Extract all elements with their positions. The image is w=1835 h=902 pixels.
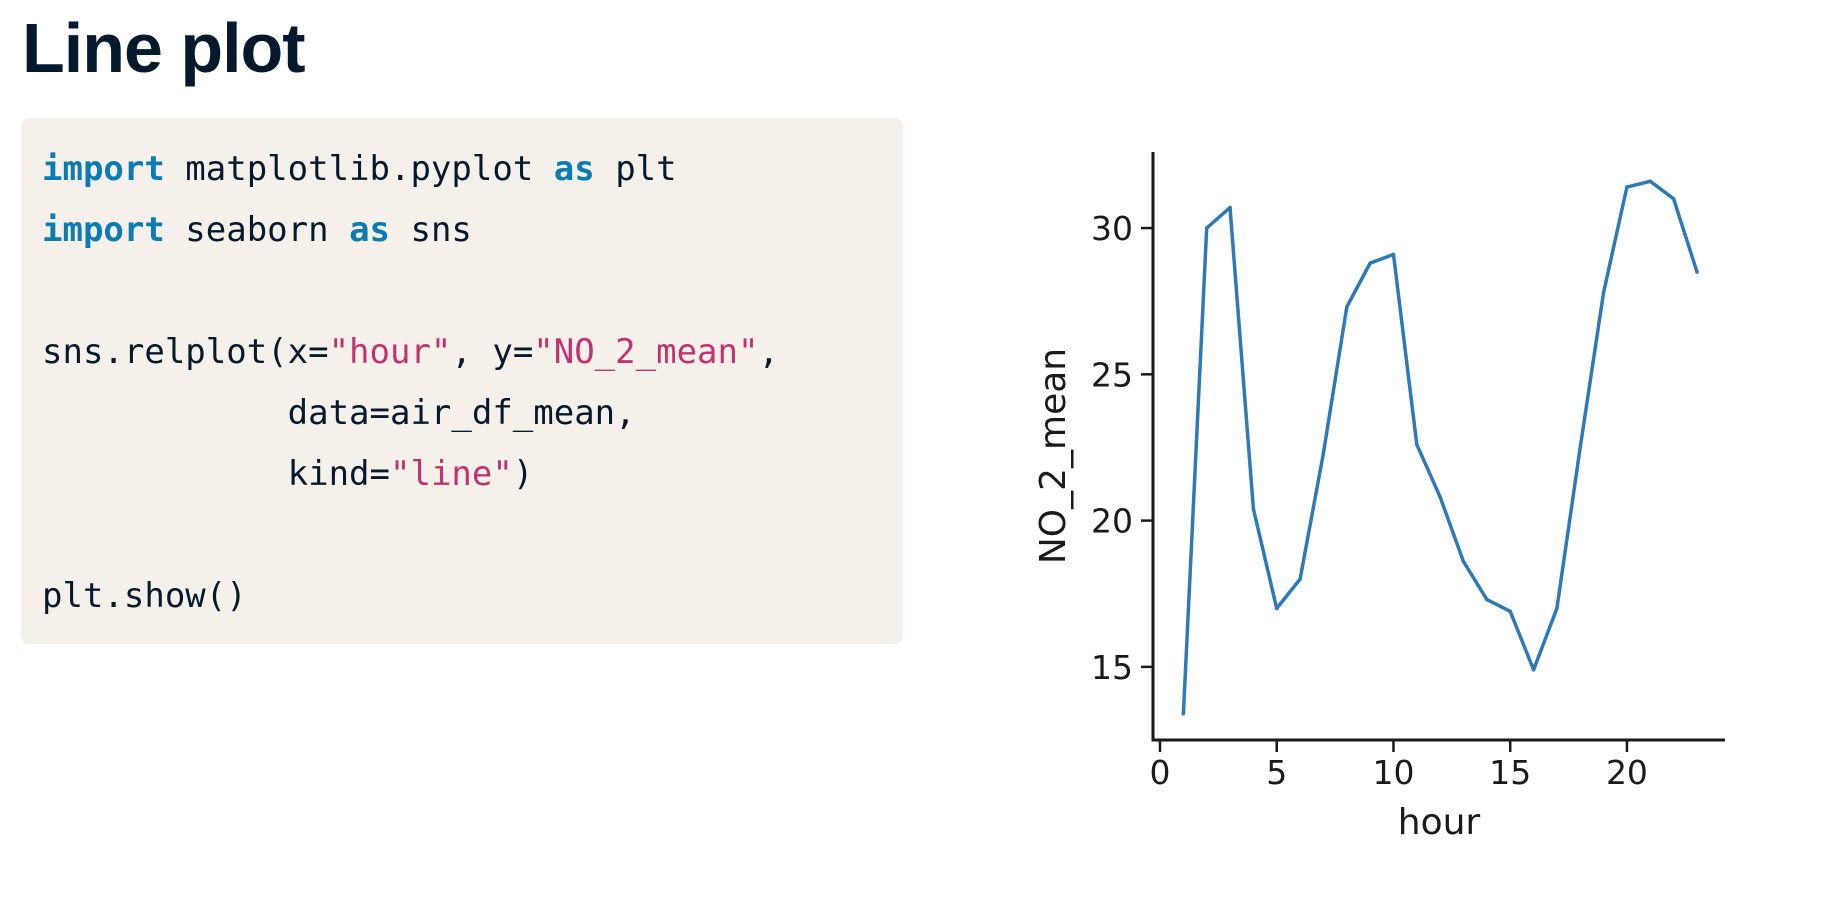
- data-point: [1321, 451, 1326, 456]
- code-line: import seaborn as sns: [42, 200, 903, 261]
- data-point: [1228, 205, 1232, 210]
- y-axis-label: NO_2_mean: [1033, 348, 1074, 564]
- code-line: import matplotlib.pyplot as plt: [42, 139, 903, 200]
- code-text: ,: [758, 332, 779, 372]
- data-point: [1578, 445, 1583, 450]
- data-point: [1298, 577, 1302, 581]
- data-point: [1601, 290, 1606, 295]
- x-tick-label: 20: [1606, 753, 1648, 792]
- y-tick-label: 15: [1091, 648, 1133, 687]
- data-point: [1204, 226, 1209, 230]
- data-point: [1251, 507, 1256, 511]
- code-text: matplotlib.pyplot: [164, 149, 554, 189]
- code-line: plt.show(): [42, 566, 903, 627]
- code-text: plt.show(): [42, 576, 247, 616]
- data-point: [1625, 185, 1629, 189]
- code-text: sns: [390, 210, 472, 250]
- code-keyword: as: [553, 149, 595, 189]
- data-point: [1181, 711, 1186, 716]
- x-axis-label: hour: [1398, 802, 1481, 843]
- slide-title: Line plot: [22, 9, 306, 87]
- series-line-0: [1181, 179, 1699, 716]
- code-text: seaborn: [164, 210, 350, 250]
- data-point: [1508, 609, 1513, 614]
- code-block: import matplotlib.pyplot as plt import se…: [21, 118, 903, 644]
- data-point: [1555, 606, 1559, 611]
- data-point: [1438, 495, 1442, 499]
- code-keyword: import: [42, 149, 165, 189]
- y-tick-label: 25: [1091, 355, 1133, 394]
- code-line: kind="line"): [42, 444, 903, 505]
- data-point: [1368, 261, 1372, 265]
- code-text: , y=: [451, 332, 534, 372]
- data-point: [1461, 559, 1466, 564]
- code-text: ): [512, 454, 534, 494]
- data-point: [1671, 197, 1676, 201]
- data-point: [1695, 270, 1699, 274]
- code-string: "line": [390, 454, 513, 494]
- code-text: plt: [594, 149, 677, 189]
- x-tick-label: 5: [1266, 753, 1287, 792]
- code-keyword: import: [42, 210, 165, 250]
- code-string: "NO_2_mean": [533, 332, 759, 372]
- data-point: [1648, 179, 1653, 184]
- code-line: sns.relplot(x="hour", y="NO_2_mean",: [42, 322, 903, 383]
- code-line: data=air_df_mean,: [42, 383, 903, 444]
- code-keyword: as: [349, 210, 391, 250]
- data-point: [1531, 667, 1536, 672]
- data-point: [1485, 597, 1489, 602]
- data-point: [1391, 252, 1396, 257]
- data-point: [1274, 606, 1279, 611]
- data-point: [1415, 442, 1419, 447]
- code-text: kind=: [42, 454, 390, 494]
- x-tick-label: 10: [1372, 753, 1414, 792]
- code-text: sns.relplot(x=: [42, 332, 329, 372]
- code-text: data=air_df_mean,: [42, 393, 636, 433]
- y-tick-label: 20: [1091, 502, 1133, 541]
- y-tick-label: 30: [1091, 209, 1133, 248]
- data-point: [1344, 305, 1349, 309]
- x-tick-label: 0: [1150, 753, 1171, 792]
- code-string: "hour": [328, 332, 452, 372]
- x-tick-label: 15: [1489, 753, 1531, 792]
